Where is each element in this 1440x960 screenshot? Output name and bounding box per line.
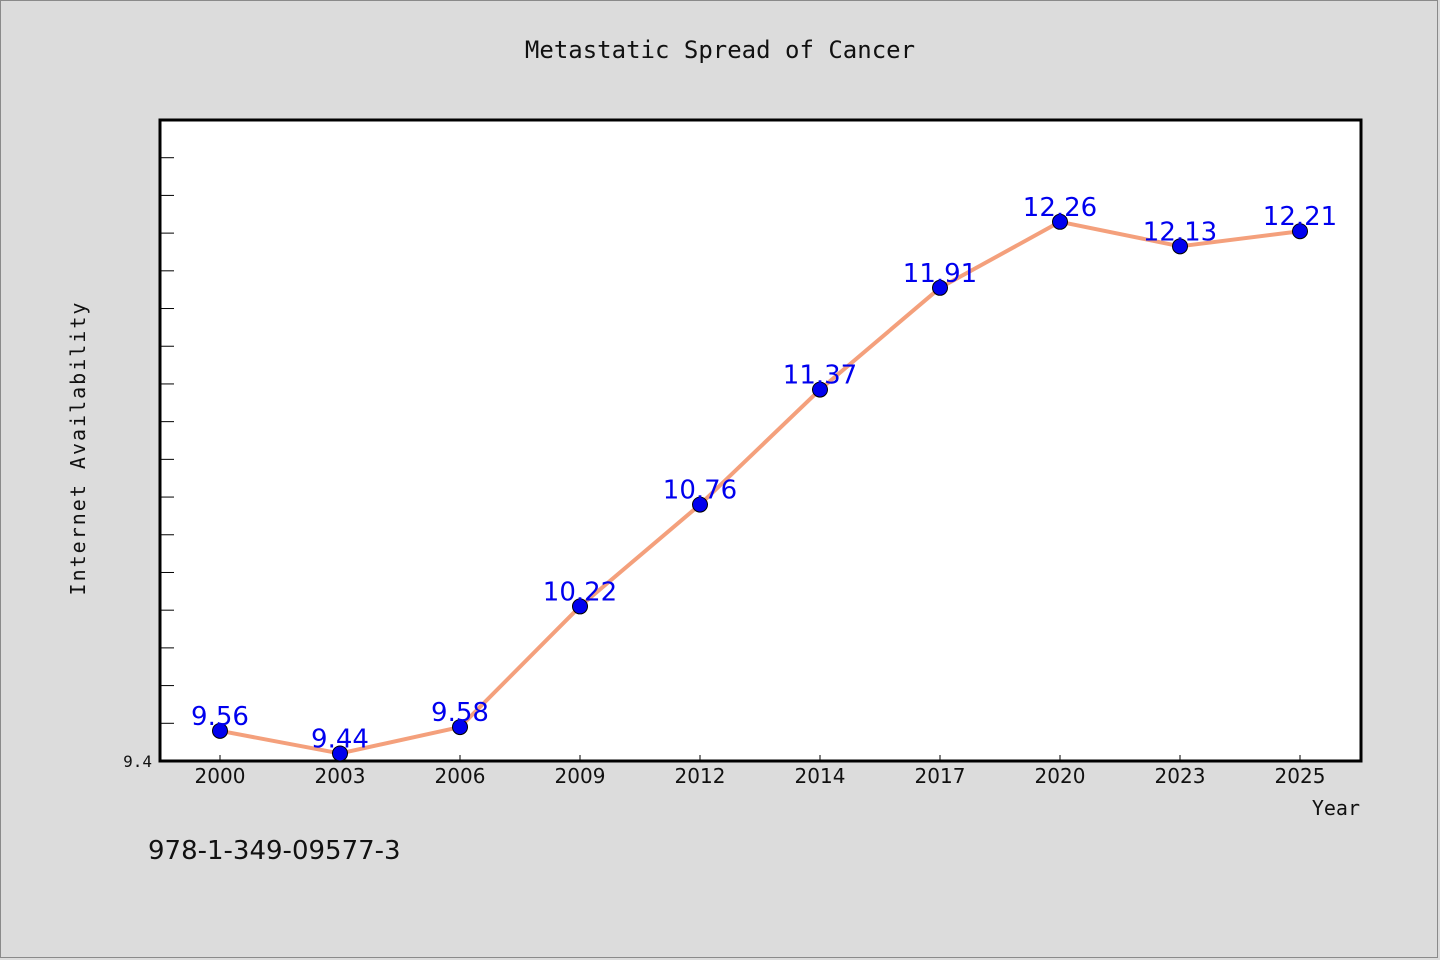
x-tick-label: 2003 [315, 764, 366, 788]
chart-title: Metastatic Spread of Cancer [524, 36, 916, 64]
data-label: 9.44 [311, 724, 369, 754]
x-axis-label: Year [1311, 796, 1360, 820]
data-point [332, 745, 348, 762]
data-point [692, 496, 708, 513]
data-point [812, 381, 828, 398]
data-label: 12.13 [1143, 217, 1217, 247]
data-point [452, 719, 468, 736]
x-tick-label: 2017 [915, 764, 966, 788]
data-point [1292, 223, 1308, 240]
x-tick-label: 2025 [1275, 764, 1326, 788]
data-label: 10.22 [543, 577, 617, 607]
x-tick-label: 2023 [1155, 764, 1206, 788]
x-tick-label: 2012 [675, 764, 726, 788]
data-point [212, 722, 228, 739]
x-tick-label: 2014 [795, 764, 846, 788]
isbn-footnote: 978-1-349-09577-3 [148, 836, 401, 866]
x-tick-label: 2020 [1035, 764, 1086, 788]
data-label: 10.76 [663, 476, 737, 506]
data-point [932, 279, 948, 296]
x-tick-label: 2009 [555, 764, 606, 788]
x-tick-label: 2006 [435, 764, 486, 788]
y-tick-label: 9.4 [123, 752, 152, 771]
data-label: 11.91 [903, 259, 977, 289]
data-point [1052, 213, 1068, 230]
data-label: 12.26 [1023, 193, 1097, 223]
data-label: 9.56 [191, 702, 249, 732]
data-label: 9.58 [431, 698, 489, 728]
data-label: 11.37 [783, 361, 857, 391]
data-label: 12.21 [1263, 202, 1337, 232]
x-tick-label: 2000 [195, 764, 246, 788]
data-point [1172, 238, 1188, 255]
plot-area [158, 118, 1363, 763]
series-line [219, 219, 1301, 756]
data-point [572, 598, 588, 615]
